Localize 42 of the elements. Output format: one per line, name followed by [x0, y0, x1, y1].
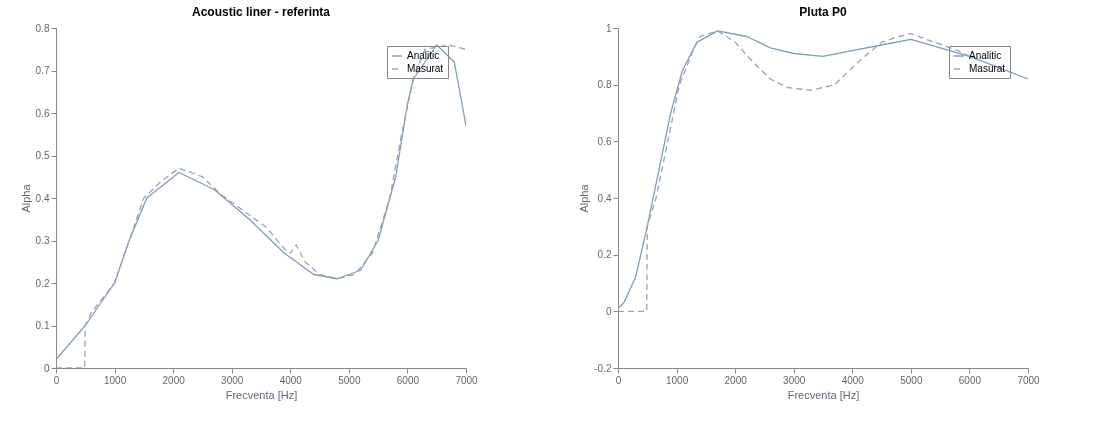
x-tick-label: 3000: [783, 374, 806, 386]
y-tick-label: 0.6: [35, 107, 50, 119]
y-tick-label: 0.3: [35, 235, 50, 246]
x-axis-title: Frecventa [Hz]: [225, 388, 298, 401]
x-axis-title: Frecventa [Hz]: [787, 388, 860, 401]
x-tick-label: 0: [615, 374, 622, 386]
x-tick-label: 4000: [841, 374, 865, 386]
y-tick-label: 0.4: [35, 192, 50, 204]
chart-title: Acoustic liner - referinta: [191, 5, 331, 19]
x-tick-label: 7000: [455, 374, 479, 386]
legend-label: Analitic: [969, 50, 1002, 61]
x-tick-label: 5000: [900, 374, 923, 386]
legend-label: Analitic: [407, 50, 440, 61]
x-tick-label: 2000: [162, 374, 186, 386]
y-tick-label: 1: [605, 22, 612, 34]
y-tick-label: 0.4: [597, 192, 612, 204]
y-tick-label: -0.2: [594, 362, 612, 374]
x-tick-label: 7000: [1017, 374, 1041, 386]
chart-title: Pluta P0: [799, 5, 847, 19]
y-tick-label: 0: [43, 362, 50, 374]
y-tick-label: 0.8: [597, 79, 612, 91]
y-axis-title: Alpha: [19, 183, 32, 213]
y-tick-label: 0.2: [35, 277, 50, 289]
x-tick-label: 6000: [396, 374, 420, 386]
y-tick-label: 0.6: [597, 135, 612, 147]
y-tick-label: 0.2: [597, 249, 612, 261]
y-tick-label: 0: [605, 305, 612, 317]
x-tick-label: 5000: [338, 374, 361, 386]
x-tick-label: 3000: [221, 374, 244, 386]
y-tick-label: 0.8: [35, 22, 50, 34]
x-tick-label: 2000: [724, 374, 748, 386]
y-axis-title: Alpha: [578, 183, 591, 213]
y-tick-label: 0.1: [35, 320, 50, 331]
y-tick-label: 0.5: [35, 150, 50, 161]
x-tick-label: 6000: [958, 374, 982, 386]
y-tick-label: 0.7: [35, 65, 50, 76]
x-tick-label: 1000: [103, 374, 127, 386]
x-tick-label: 1000: [665, 374, 689, 386]
x-tick-label: 4000: [279, 374, 303, 386]
legend-label: Masurat: [407, 63, 444, 74]
x-tick-label: 0: [53, 374, 60, 386]
legend-label: Masurat: [969, 63, 1006, 74]
